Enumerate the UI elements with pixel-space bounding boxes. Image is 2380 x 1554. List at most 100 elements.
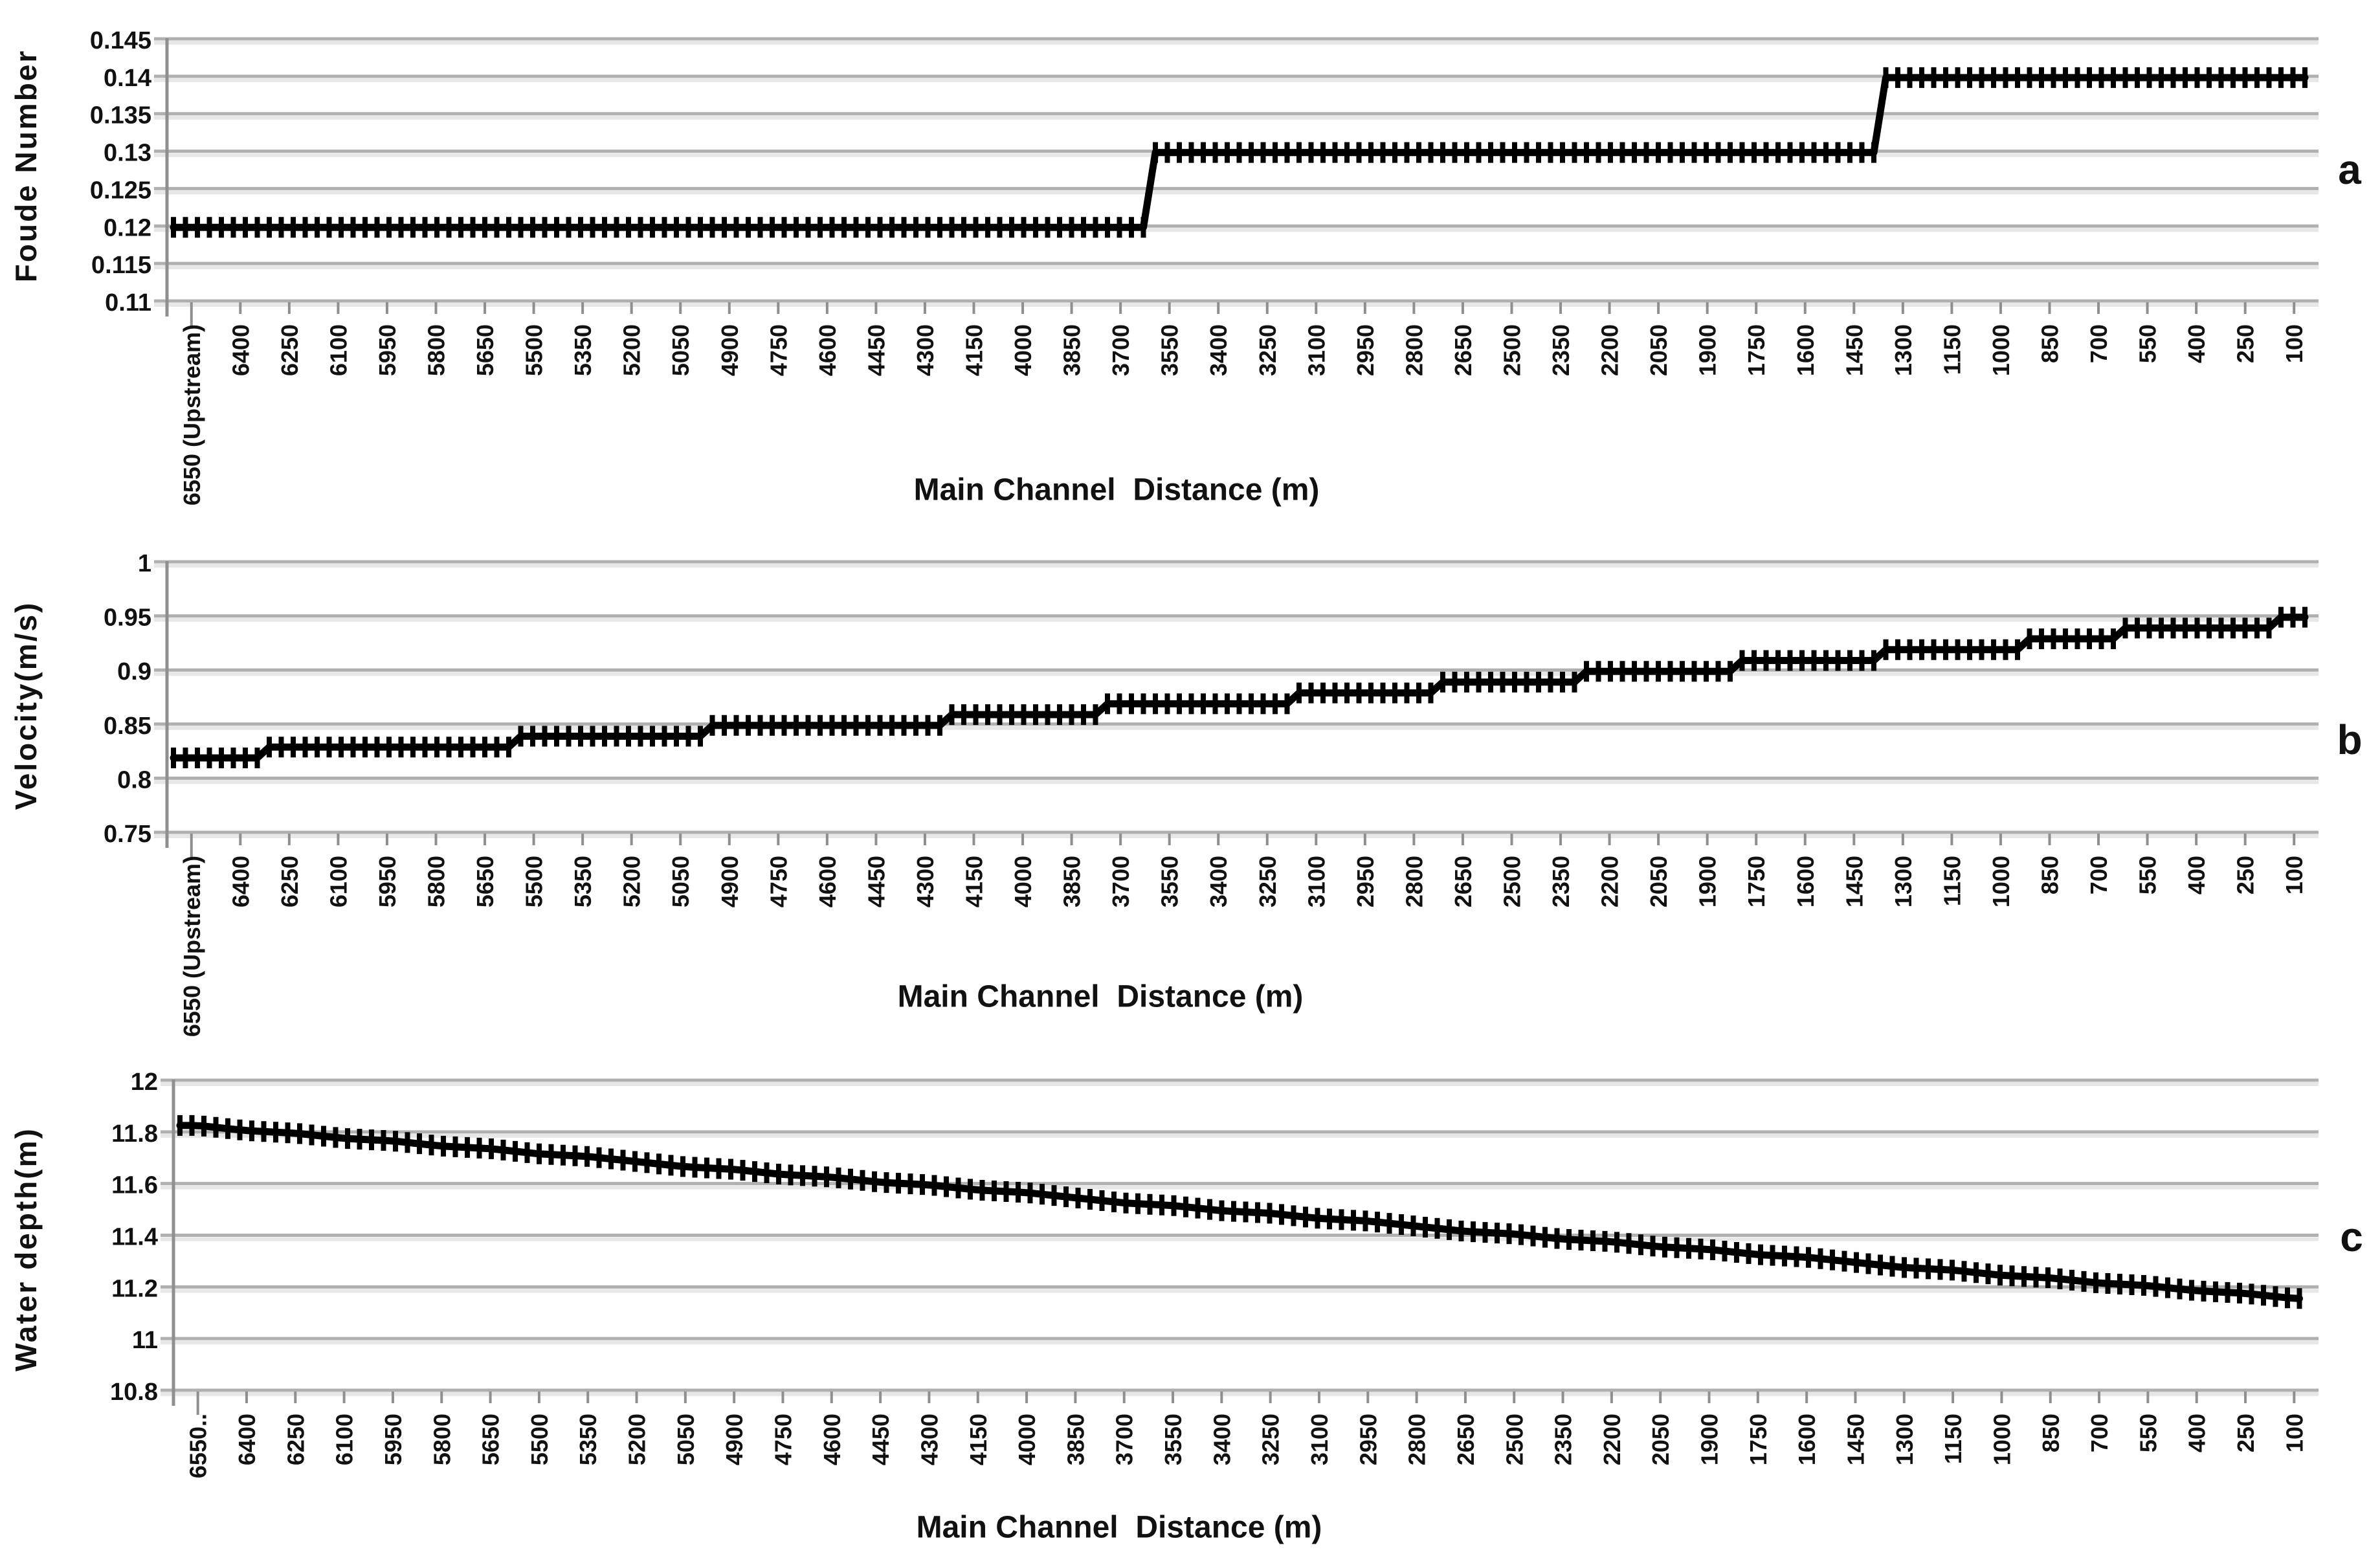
x-tick-label: 4600 [814, 324, 841, 376]
x-tick-label: 5950 [374, 856, 401, 907]
x-tick-label: 4450 [863, 324, 889, 376]
x-tick-label: 5800 [428, 1414, 455, 1465]
x-tick-label: 5650 [472, 324, 498, 376]
x-tick-label: 3850 [1059, 856, 1085, 907]
y-tick-label: 0.14 [104, 65, 151, 92]
panel-letter-c: c [2340, 1214, 2363, 1260]
x-tick-label: 1450 [1842, 1414, 1869, 1465]
x-tick-label: 6550 (Upstream) [179, 324, 205, 505]
series-line-a [170, 74, 2309, 231]
y-axis-title-velocity: Velocity(m/s) [9, 601, 43, 810]
x-tick-label: 2950 [1352, 856, 1379, 907]
x-tick-label: 1900 [1696, 1414, 1723, 1465]
x-tick-label: 3100 [1303, 856, 1329, 907]
y-tick-label: 0.8 [117, 766, 151, 794]
x-tick-label: 5050 [667, 856, 694, 907]
x-tick-label: 1900 [1695, 324, 1721, 376]
y-tick-label: 0.9 [117, 658, 151, 685]
x-tick-label: 700 [2086, 1414, 2113, 1452]
x-tick-label: 5950 [374, 324, 401, 376]
x-tick-label: 3850 [1062, 1414, 1089, 1465]
x-tick-label: 4750 [770, 1414, 796, 1465]
x-tick-label: 5350 [575, 1414, 601, 1465]
y-tick-label: 11.8 [111, 1120, 158, 1148]
y-tick-label: 0.85 [104, 713, 151, 740]
y-tick-label: 0.115 [91, 252, 151, 279]
x-tick-label: 4600 [819, 1414, 845, 1465]
y-tick-label: 0.95 [104, 605, 151, 632]
x-tick-label: 4900 [721, 1414, 748, 1465]
x-tick-label: 1150 [1940, 1414, 1966, 1464]
x-tick-label: 5200 [619, 324, 645, 376]
x-tick-label: 4900 [717, 324, 743, 376]
x-tick-label: 2200 [1597, 324, 1623, 376]
series-line-b [170, 614, 2309, 762]
x-tick-label: 1750 [1745, 1414, 1772, 1465]
x-tick-label: 4450 [867, 1414, 894, 1465]
x-tick-label: 5050 [667, 324, 694, 376]
x-tick-label: 400 [2184, 1414, 2210, 1452]
x-axis-title-b: Main Channel Distance (m) [897, 979, 1304, 1014]
y-tick-label: 0.13 [104, 140, 151, 167]
x-tick-label: 550 [2135, 1414, 2161, 1452]
x-tick-label: 2800 [1401, 324, 1427, 376]
y-tick-label: 11.4 [111, 1224, 158, 1251]
y-tick-label: 0.11 [105, 289, 151, 316]
y-tick-label: 11.2 [111, 1275, 158, 1302]
x-tick-label: 1150 [1939, 324, 1965, 375]
x-tick-label: 4750 [765, 856, 792, 907]
x-tick-label: 2350 [1550, 1414, 1577, 1465]
x-tick-label: 4150 [961, 324, 988, 376]
x-tick-label: 2350 [1548, 324, 1574, 376]
y-tick-label: 0.12 [104, 214, 151, 241]
x-tick-label: 5500 [521, 324, 548, 376]
x-tick-label: 250 [2232, 324, 2259, 363]
x-tick-label: 250 [2232, 1414, 2259, 1452]
x-tick-label: 2800 [1401, 856, 1427, 907]
x-tick-label: 400 [2183, 324, 2210, 363]
x-tick-label: 5650 [472, 856, 498, 907]
x-tick-label: 1300 [1890, 324, 1917, 376]
x-axis-title-c: Main Channel Distance (m) [916, 1510, 1322, 1545]
x-tick-label: 4000 [1014, 1414, 1040, 1465]
x-tick-label: 2050 [1647, 1414, 1674, 1465]
x-tick-label: 2200 [1597, 856, 1623, 907]
panel-a-group: 0.145 0.14 0.135 0.13 0.125 0.12 0.115 0.11 6550… [90, 27, 2319, 505]
x-tick-label: 1600 [1794, 1414, 1820, 1465]
x-tick-label: 5650 [478, 1414, 504, 1465]
x-tick-label: 3100 [1306, 1414, 1333, 1465]
x-tick-label: 700 [2085, 856, 2112, 894]
x-tick-label: 1750 [1743, 856, 1770, 907]
x-tick-label: 6550 (Upstream) [179, 856, 205, 1037]
x-tick-label: 850 [2038, 1414, 2064, 1452]
y-tick-label: 11 [132, 1327, 158, 1354]
y-tick-label: 1 [138, 550, 151, 577]
x-tick-label: 4300 [912, 856, 939, 907]
x-tick-label: 1750 [1743, 324, 1770, 376]
x-tick-label: 4150 [965, 1414, 992, 1465]
x-tick-label: 5950 [380, 1414, 406, 1465]
x-tick-label: 5800 [423, 324, 450, 376]
x-tick-label: 4150 [961, 856, 988, 907]
x-tick-label: 3100 [1303, 324, 1329, 376]
x-tick-label: 2650 [1452, 1414, 1479, 1465]
x-tick-label: 4300 [916, 1414, 942, 1465]
x-tick-label: 400 [2183, 856, 2210, 894]
x-tick-label: 2350 [1548, 856, 1574, 907]
x-tick-label: 6400 [234, 1414, 260, 1465]
x-tick-label: 5350 [570, 324, 596, 376]
x-tick-label: 100 [2281, 324, 2308, 363]
x-tick-label: 1900 [1695, 856, 1721, 907]
x-tick-label: 1000 [1988, 324, 2014, 376]
x-tick-label: 3400 [1205, 324, 1232, 376]
x-tick-label: 3850 [1059, 324, 1085, 376]
x-tick-label: 700 [2085, 324, 2112, 363]
x-tick-label: 2650 [1450, 856, 1476, 907]
x-tick-label: 6250 [276, 856, 303, 907]
x-tick-label: 2050 [1645, 856, 1672, 907]
x-tick-label: 6400 [227, 324, 254, 376]
x-tick-label: 2500 [1499, 324, 1526, 376]
x-tick-label: 1450 [1841, 324, 1867, 376]
x-tick-label: 6100 [325, 324, 351, 376]
x-tick-label: 5500 [521, 856, 548, 907]
